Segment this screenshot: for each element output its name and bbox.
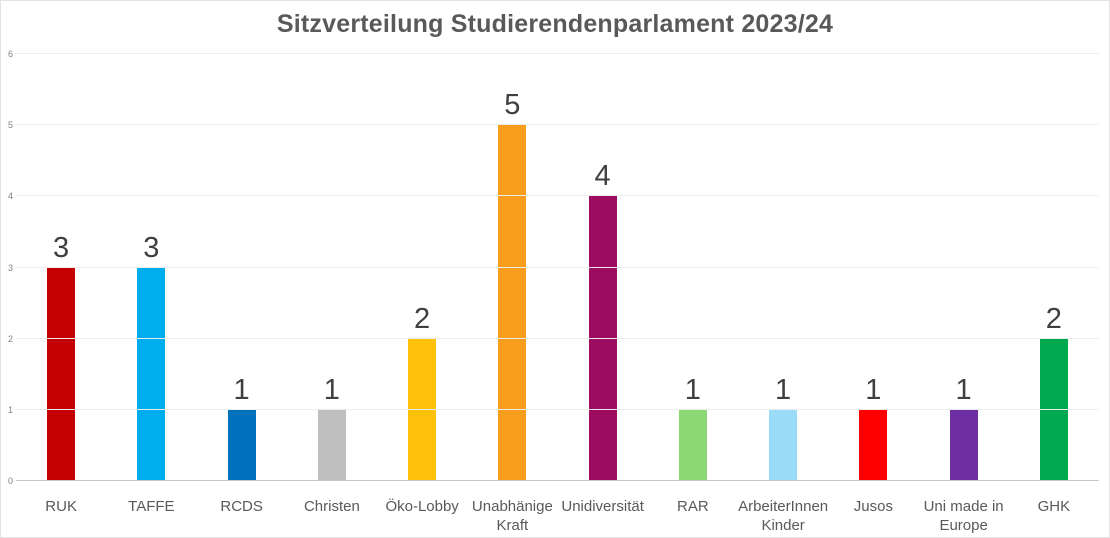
- y-tick-label: 1: [7, 404, 13, 415]
- bar-column: 2 GHK: [1009, 54, 1099, 515]
- bar-column: 2 Öko-Lobby: [377, 54, 467, 515]
- bar-column: 1 Christen: [287, 54, 377, 515]
- bar-category-label: Unidiversität: [561, 498, 644, 515]
- gridline: [16, 195, 1099, 197]
- chart-title: Sitzverteilung Studierendenparlament 202…: [276, 10, 834, 38]
- bar-value-label: 4: [594, 160, 611, 193]
- bar: [949, 409, 978, 481]
- bar-value-label: 3: [143, 231, 160, 264]
- bar-category-label: ArbeiterInnen Kinder: [738, 498, 829, 534]
- bar-category-label: TAFFE: [128, 498, 175, 515]
- bar-value-label: 2: [414, 302, 431, 335]
- bar: [227, 409, 256, 481]
- bar-category-label: Jusos: [853, 498, 893, 515]
- bars-row: 3 RUK 3 TAFFE 1 RCDS 1 Christen 2 Öko-Lobby 5 Unabh…: [16, 54, 1099, 534]
- gridline: [16, 266, 1099, 268]
- bar: [588, 196, 617, 481]
- y-tick-label: 6: [7, 49, 13, 59]
- gridline: [16, 408, 1099, 410]
- bar: [498, 125, 527, 481]
- bar-category-label: GHK: [1037, 498, 1071, 515]
- gridline: [16, 337, 1099, 339]
- bar-value-label: 3: [53, 231, 70, 264]
- bar-value-label: 1: [865, 373, 882, 406]
- bar-column: 1 Uni made in Europe: [919, 54, 1009, 534]
- x-axis-line: [16, 480, 1099, 481]
- bar: [769, 409, 798, 481]
- bar-column: 3 TAFFE: [106, 54, 196, 516]
- bar-column: 1 Jusos: [828, 54, 918, 515]
- bar-value-label: 2: [1045, 302, 1062, 335]
- bar: [47, 267, 76, 481]
- bar-value-label: 5: [504, 89, 521, 122]
- bar-column: 1 ArbeiterInnen Kinder: [738, 54, 828, 534]
- bar-column: 1 RAR: [648, 54, 738, 515]
- bar: [317, 409, 346, 481]
- y-tick-label: 2: [7, 333, 13, 344]
- y-tick-label: 3: [7, 262, 13, 273]
- bar-category-label: RCDS: [220, 498, 263, 515]
- bar-category-label: Christen: [303, 498, 360, 515]
- bar-category-label: Uni made in Europe: [923, 498, 1004, 534]
- bar-column: 5 Unabhänige Kraft: [467, 54, 557, 534]
- bar-value-label: 1: [323, 373, 340, 406]
- bar: [678, 409, 707, 481]
- plot-area: 3 RUK 3 TAFFE 1 RCDS 1 Christen 2 Öko-Lobby 5 Unabh…: [8, 49, 1099, 534]
- bar-value-label: 1: [775, 373, 792, 406]
- bar-column: 3 RUK: [16, 54, 106, 516]
- bar-column: 4 Unidiversität: [558, 54, 648, 515]
- bar-value-label: 1: [684, 373, 701, 406]
- bar-category-label: Öko-Lobby: [385, 498, 459, 515]
- y-tick-label: 4: [7, 191, 13, 202]
- bar-category-label: Unabhänige Kraft: [471, 498, 553, 534]
- y-tick-label: 0: [7, 476, 13, 486]
- bar-category-label: RAR: [677, 498, 709, 515]
- gridline: [16, 53, 1099, 54]
- bar-category-label: RUK: [45, 498, 77, 515]
- bar: [137, 267, 166, 481]
- y-tick-label: 5: [7, 120, 13, 131]
- bar-value-label: 1: [233, 373, 250, 406]
- bar-value-label: 1: [955, 373, 972, 406]
- gridline: [16, 124, 1099, 126]
- bar-column: 1 RCDS: [197, 54, 287, 515]
- bar: [859, 409, 888, 481]
